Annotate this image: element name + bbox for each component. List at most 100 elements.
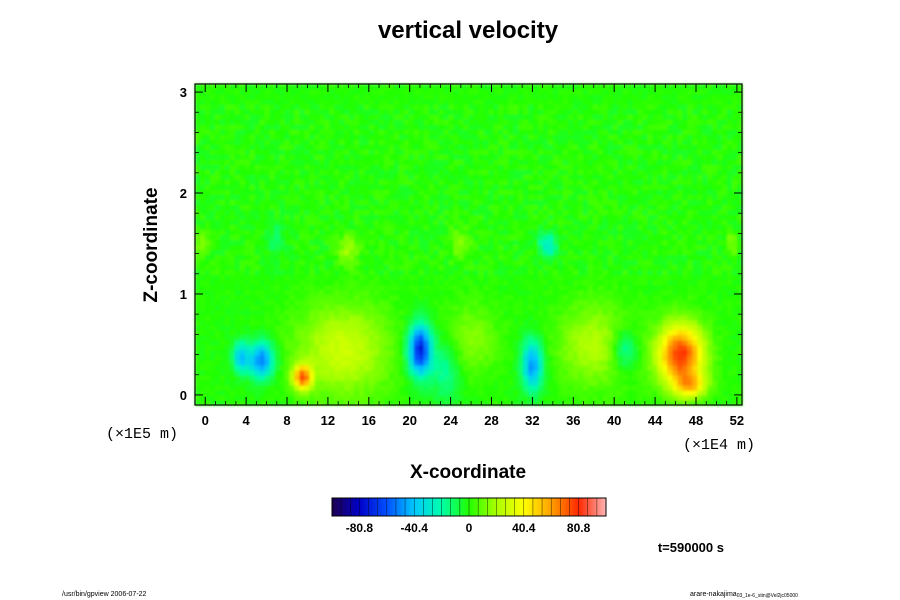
heatmap-cell [592, 349, 599, 356]
heatmap-cell [204, 269, 211, 276]
heatmap-cell [294, 249, 301, 256]
heatmap-cell [289, 199, 296, 205]
heatmap-cell [294, 309, 301, 316]
heatmap-cell [239, 264, 246, 271]
heatmap-cell [224, 344, 231, 351]
heatmap-cell [468, 234, 475, 241]
heatmap-cell [289, 399, 296, 406]
heatmap-cell [727, 394, 733, 401]
heatmap-cell [229, 359, 236, 366]
heatmap-cell [219, 309, 226, 316]
heatmap-cell [657, 269, 664, 276]
heatmap-cell [483, 179, 489, 185]
heatmap-cell [309, 359, 315, 366]
heatmap-cell [712, 294, 718, 301]
heatmap-cell [508, 299, 514, 306]
heatmap-cell [672, 369, 678, 376]
heatmap-cell [398, 379, 405, 386]
heatmap-cell [319, 394, 325, 401]
heatmap-cell [383, 229, 390, 236]
heatmap-cell [558, 189, 564, 195]
heatmap-cell [209, 249, 216, 256]
heatmap-cell [438, 304, 445, 311]
heatmap-cell [513, 359, 519, 366]
heatmap-cell [289, 324, 296, 331]
heatmap-cell [483, 384, 489, 391]
heatmap-cell [204, 209, 211, 216]
heatmap-cell [607, 339, 614, 346]
heatmap-cell [284, 264, 291, 271]
heatmap-cell [617, 284, 624, 291]
heatmap-cell [627, 234, 634, 241]
heatmap-cell [249, 189, 256, 195]
heatmap-cell [418, 279, 425, 286]
heatmap-cell [269, 309, 276, 316]
heatmap-cell [314, 284, 320, 291]
heatmap-cell [558, 209, 564, 216]
heatmap-cell [503, 194, 509, 200]
heatmap-cell [224, 334, 231, 341]
heatmap-cell [657, 279, 664, 286]
heatmap-cell [667, 349, 673, 356]
heatmap-cell [244, 229, 251, 236]
heatmap-cell [264, 264, 271, 271]
heatmap-cell [523, 314, 529, 321]
heatmap-cell [423, 229, 430, 236]
heatmap-cell [572, 384, 579, 391]
heatmap-cell [513, 209, 519, 216]
heatmap-cell [572, 349, 579, 356]
heatmap-cell [274, 224, 281, 231]
heatmap-cell [234, 314, 241, 321]
heatmap-cell [254, 199, 261, 205]
heatmap-cell [483, 289, 489, 296]
heatmap-cell [478, 389, 485, 396]
heatmap-cell [393, 214, 400, 221]
heatmap-cell [667, 354, 673, 361]
heatmap-cell [657, 239, 664, 246]
heatmap-cell [558, 279, 564, 286]
heatmap-cell [632, 379, 639, 386]
heatmap-cell [209, 284, 216, 291]
heatmap-cell [637, 364, 644, 371]
heatmap-cell [309, 314, 315, 321]
heatmap-cell [523, 369, 529, 376]
heatmap-cell [443, 214, 450, 221]
heatmap-cell [597, 194, 604, 200]
heatmap-cell [403, 239, 410, 246]
heatmap-cell [309, 334, 315, 341]
heatmap-cell [234, 179, 241, 185]
heatmap-cell [244, 299, 251, 306]
heatmap-cell [592, 384, 599, 391]
heatmap-cell [423, 309, 430, 316]
heatmap-cell [672, 254, 678, 261]
heatmap-cell [538, 394, 544, 401]
heatmap-cell [488, 289, 494, 296]
heatmap-cell [199, 269, 206, 276]
heatmap-cell [458, 314, 465, 321]
heatmap-cell [592, 369, 599, 376]
heatmap-cell [652, 224, 659, 231]
heatmap-cell [438, 329, 445, 336]
heatmap-cell [364, 224, 370, 231]
heatmap-cell [428, 204, 435, 210]
heatmap-cell [657, 394, 664, 401]
heatmap-cell [219, 264, 226, 271]
heatmap-cell [224, 289, 231, 296]
heatmap-cell [364, 339, 370, 346]
heatmap-cell [737, 359, 743, 366]
heatmap-cell [428, 294, 435, 301]
heatmap-cell [582, 349, 589, 356]
heatmap-cell [572, 359, 579, 366]
heatmap-cell [607, 309, 614, 316]
heatmap-cell [488, 249, 494, 256]
heatmap-cell [234, 174, 241, 180]
heatmap-cell [667, 314, 673, 321]
heatmap-cell [378, 299, 385, 306]
heatmap-cell [637, 304, 644, 311]
heatmap-cell [378, 219, 385, 226]
heatmap-cell [324, 354, 330, 361]
heatmap-cell [309, 389, 315, 396]
heatmap-cell [209, 389, 216, 396]
heatmap-cell [637, 309, 644, 316]
heatmap-cell [239, 249, 246, 256]
